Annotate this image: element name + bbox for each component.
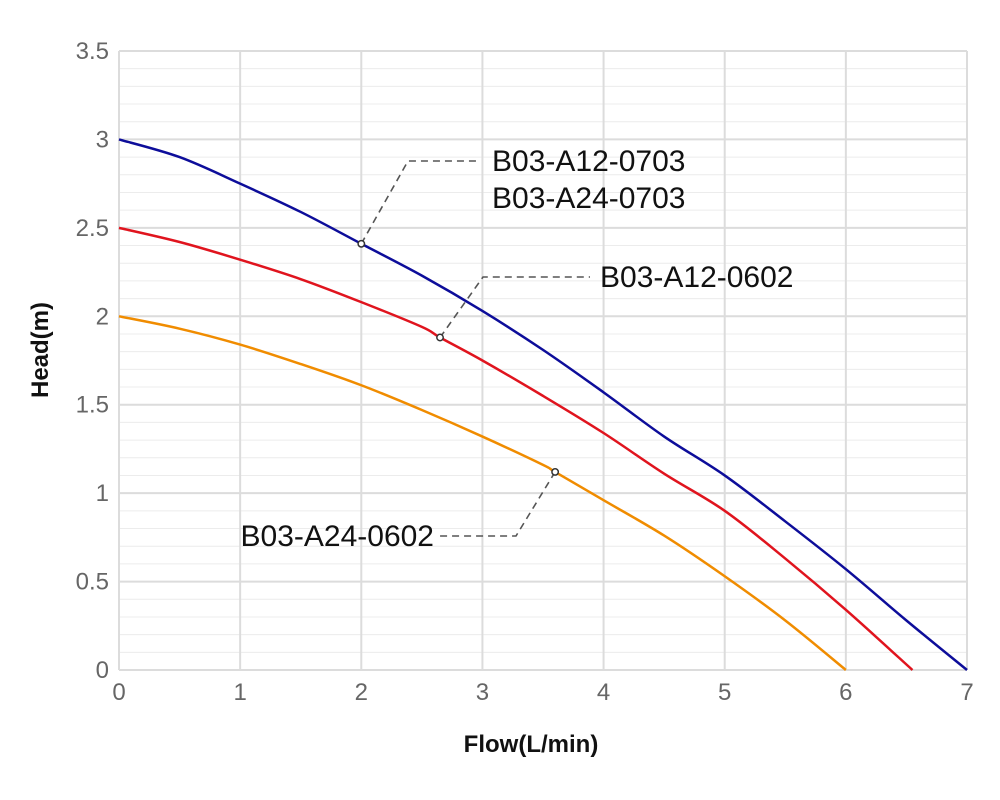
y-tick-label: 1 <box>96 480 109 507</box>
callout-leader-line <box>439 276 590 338</box>
x-tick-labels: 0 1 2 3 4 5 6 7 <box>112 679 973 706</box>
y-tick-label: 3 <box>96 126 109 153</box>
y-tick-label: 3.5 <box>76 38 109 65</box>
y-tick-label: 0.5 <box>76 569 109 596</box>
x-tick-label: 0 <box>112 679 125 706</box>
x-axis-title: Flow(L/min) <box>464 731 599 758</box>
series-line-3 <box>118 315 847 671</box>
x-tick-label: 3 <box>476 679 489 706</box>
callout-label: B03-A12-0703 <box>492 145 685 178</box>
y-tick-labels: 0 0.5 1 1.5 2 2.5 3 3.5 <box>76 38 109 684</box>
callouts: B03-A12-0703 B03-A24-0703 B03-A12-0602 B03-… <box>241 145 794 553</box>
callout-leader-line <box>360 160 480 245</box>
y-tick-label: 2 <box>96 303 109 330</box>
x-tick-label: 4 <box>597 679 610 706</box>
x-tick-label: 6 <box>839 679 852 706</box>
x-tick-label: 1 <box>233 679 246 706</box>
major-grid <box>118 50 968 671</box>
callout-label: B03-A24-0703 <box>492 182 685 215</box>
minor-grid <box>119 68 967 653</box>
callout-label: B03-A12-0602 <box>600 261 793 294</box>
y-tick-label: 1.5 <box>76 392 109 419</box>
series-lines <box>118 138 968 671</box>
callout-point-marker <box>357 239 366 248</box>
callout-point-marker <box>436 333 444 342</box>
y-axis-title: Head(m) <box>27 302 54 398</box>
x-tick-label: 7 <box>960 679 973 706</box>
callout-leader-line <box>440 471 556 537</box>
series-line-2 <box>118 226 914 671</box>
callout-point-marker <box>551 467 560 476</box>
y-tick-label: 2.5 <box>76 215 109 242</box>
x-tick-label: 2 <box>355 679 368 706</box>
x-tick-label: 5 <box>718 679 731 706</box>
y-tick-label: 0 <box>96 657 109 684</box>
callout-label: B03-A24-0602 <box>241 520 434 553</box>
series-line-1 <box>118 138 968 671</box>
